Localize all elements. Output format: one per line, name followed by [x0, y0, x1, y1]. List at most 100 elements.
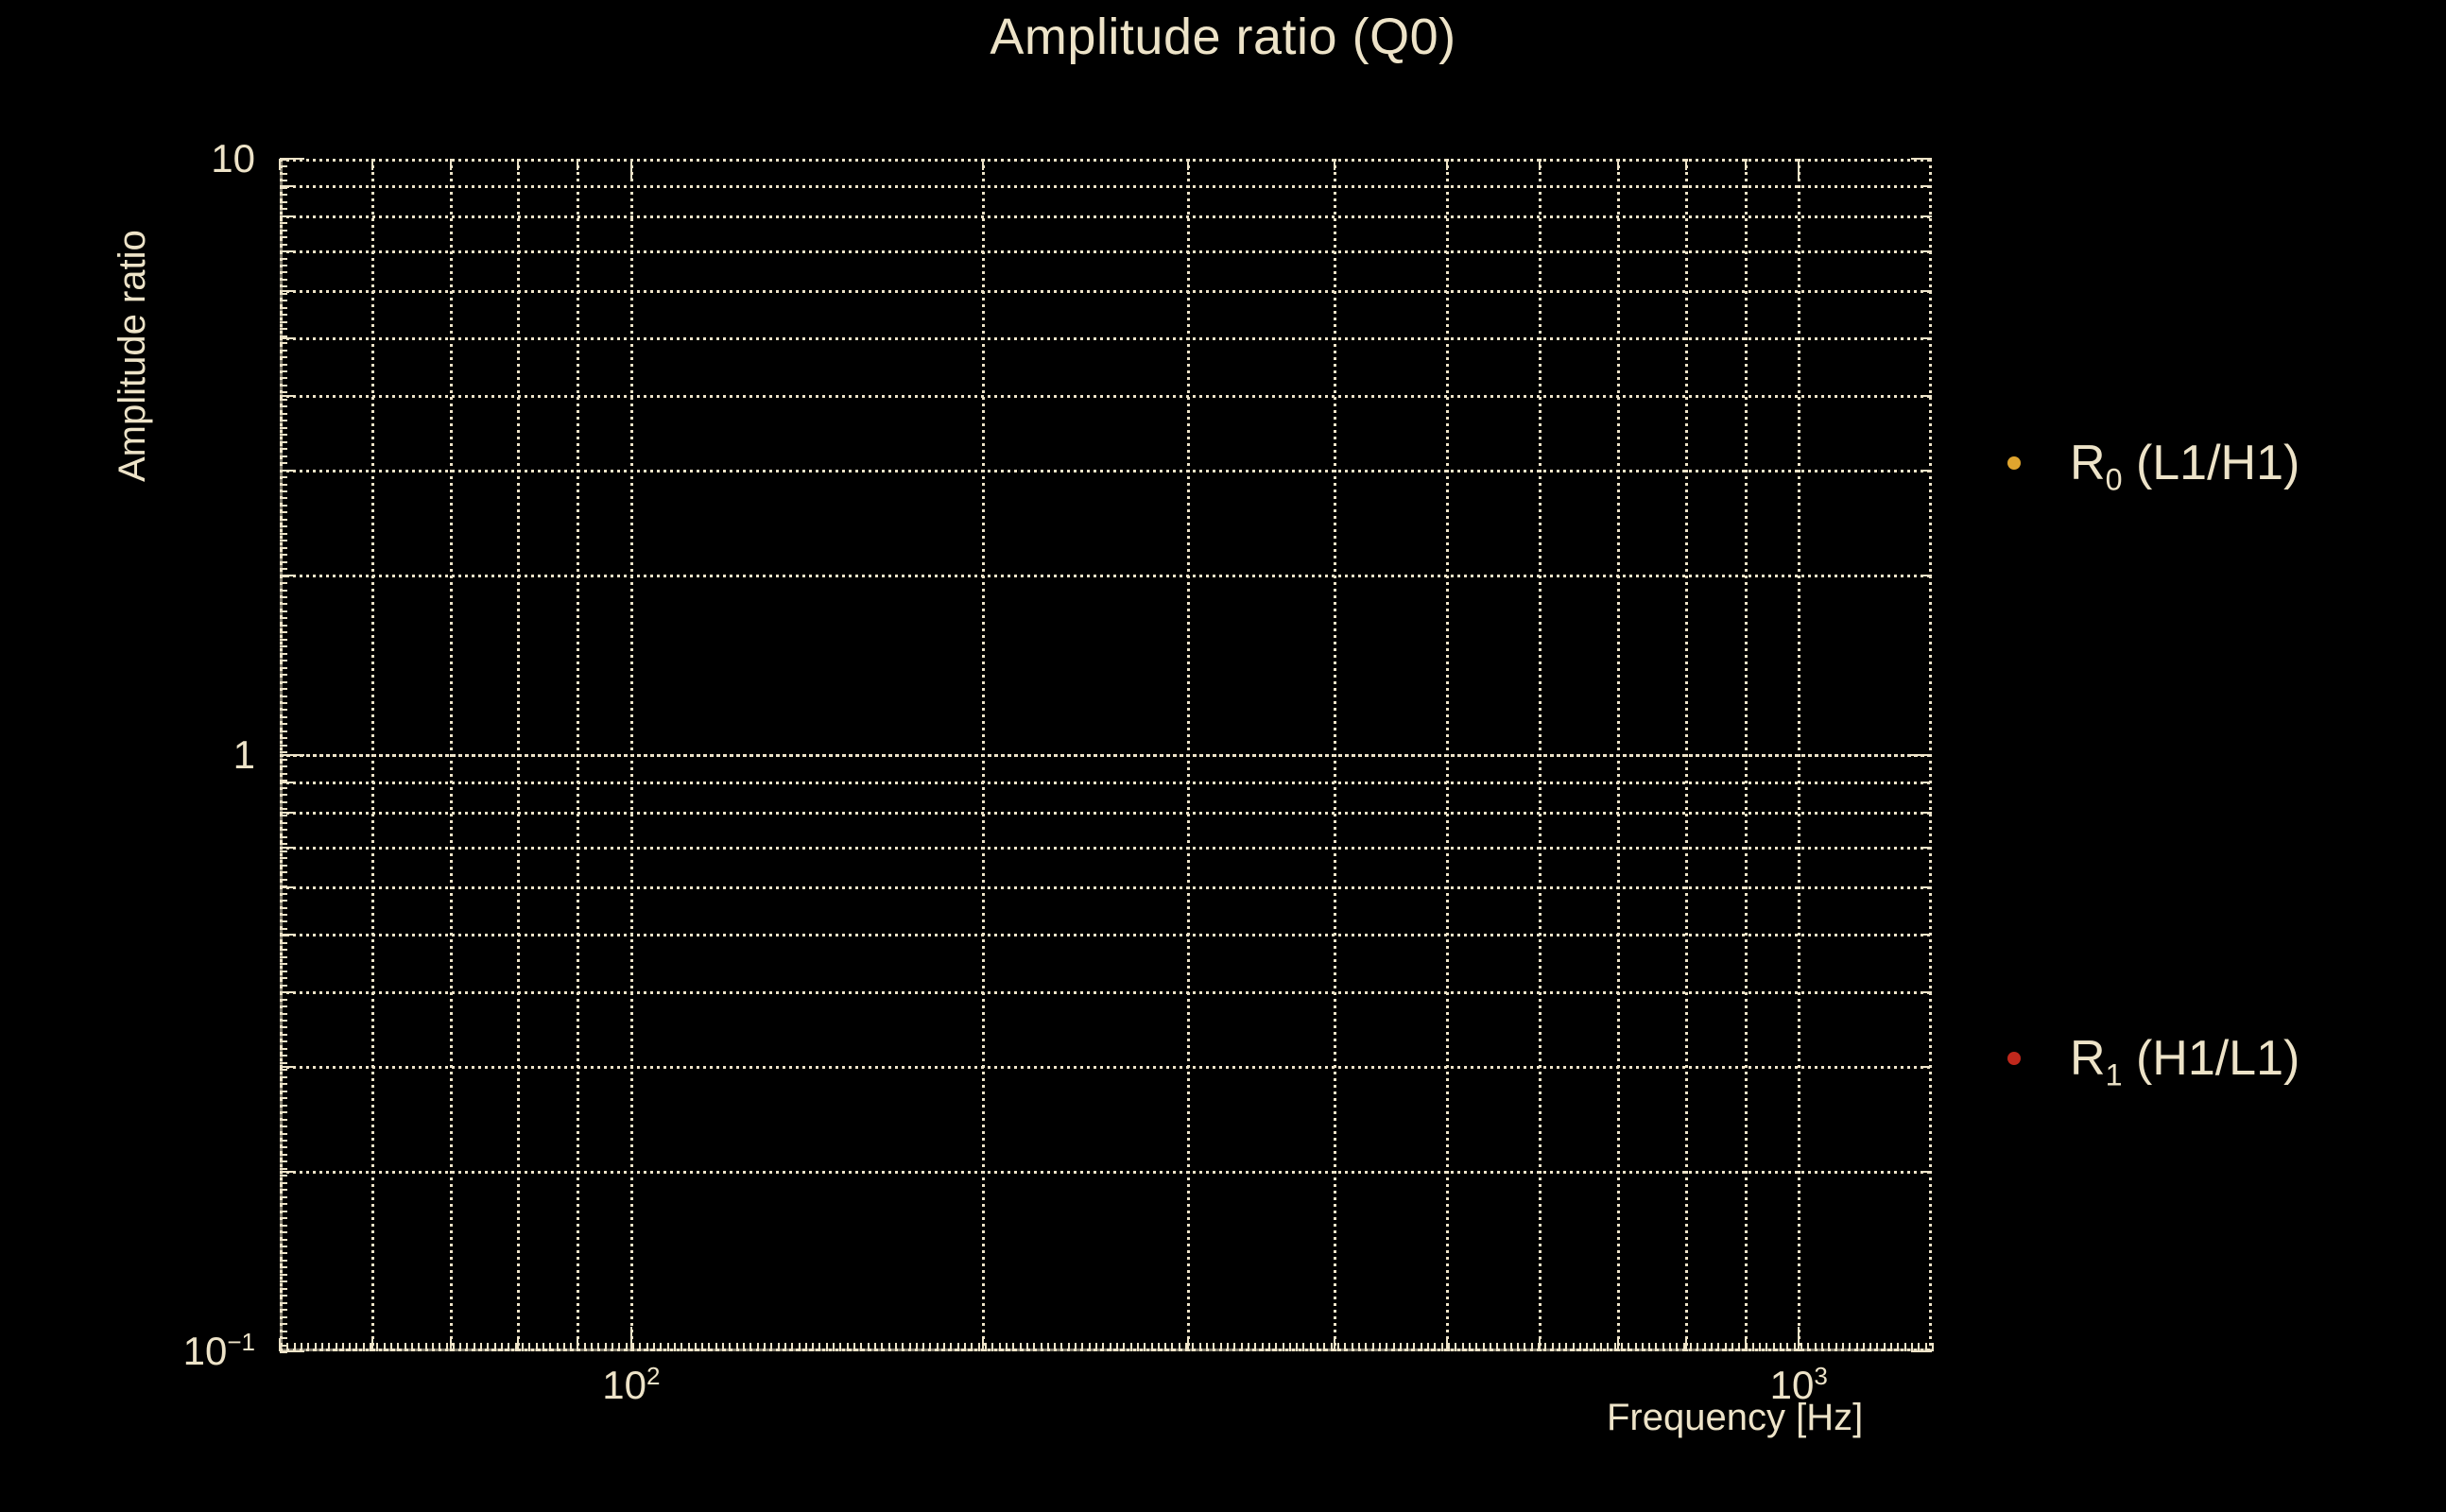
y-subtick: [280, 1167, 287, 1170]
x-subtick: [660, 1343, 663, 1351]
y-subtick: [280, 1238, 287, 1241]
x-tick: [517, 1338, 520, 1351]
y-subtick: [280, 927, 287, 930]
y-subtick: [280, 306, 287, 309]
x-subtick: [1261, 1343, 1264, 1351]
x-subtick: [687, 1343, 690, 1351]
y-subtick: [280, 363, 287, 366]
gridline-horizontal: [280, 215, 1932, 219]
x-subtick: [1482, 1343, 1485, 1351]
y-tick: [280, 336, 293, 339]
x-tick-top: [577, 159, 579, 170]
y-subtick: [280, 1224, 287, 1227]
x-subtick: [1150, 1343, 1153, 1351]
x-tick-top: [1539, 159, 1542, 170]
x-subtick: [1399, 1343, 1402, 1351]
x-subtick: [1814, 1343, 1817, 1351]
y-subtick: [280, 666, 287, 669]
x-subtick: [673, 1343, 676, 1351]
x-subtick: [1475, 1343, 1478, 1351]
y-subtick: [280, 1111, 287, 1114]
x-subtick: [459, 1343, 462, 1351]
x-subtick: [1724, 1343, 1727, 1351]
x-subtick: [1025, 1343, 1028, 1351]
x-subtick: [1766, 1343, 1768, 1351]
y-subtick: [280, 532, 287, 535]
y-tick: [280, 781, 293, 783]
y-subtick: [280, 476, 287, 479]
y-subtick: [280, 955, 287, 958]
y-tick-right: [1921, 933, 1932, 936]
y-subtick: [280, 554, 287, 557]
y-subtick: [280, 1047, 287, 1050]
x-tick: [1539, 1338, 1542, 1351]
x-subtick: [1738, 1343, 1741, 1351]
gridline-horizontal: [280, 812, 1932, 816]
y-subtick: [280, 278, 287, 281]
y-subtick: [280, 1309, 287, 1312]
y-subtick: [280, 1139, 287, 1142]
x-tick-top: [1798, 159, 1800, 180]
x-subtick: [1780, 1343, 1783, 1351]
x-subtick: [1772, 1343, 1775, 1351]
y-subtick: [280, 384, 287, 387]
x-subtick: [293, 1343, 296, 1351]
x-subtick: [1807, 1343, 1810, 1351]
x-subtick: [1530, 1343, 1533, 1351]
y-subtick: [280, 1295, 287, 1297]
x-subtick: [1544, 1343, 1547, 1351]
x-subtick: [1862, 1343, 1865, 1351]
x-subtick: [1869, 1343, 1872, 1351]
gridline-vertical: [1446, 159, 1450, 1351]
x-subtick: [1890, 1343, 1893, 1351]
x-subtick: [577, 1343, 579, 1351]
x-subtick: [1254, 1343, 1257, 1351]
x-subtick: [341, 1343, 344, 1351]
y-tick-label: 10−1: [182, 1328, 255, 1373]
x-subtick: [1572, 1343, 1575, 1351]
x-subtick: [307, 1343, 310, 1351]
legend-entry-0[interactable]: R0 (L1/H1): [2007, 435, 2300, 497]
x-subtick: [612, 1343, 614, 1351]
x-subtick: [1323, 1343, 1326, 1351]
y-subtick: [280, 1097, 287, 1100]
y-subtick: [280, 469, 287, 472]
x-subtick: [860, 1343, 863, 1351]
x-subtick: [1628, 1343, 1630, 1351]
y-subtick: [280, 356, 287, 359]
x-subtick: [1593, 1343, 1595, 1351]
y-subtick: [280, 977, 287, 980]
y-subtick: [280, 794, 287, 797]
x-subtick: [1690, 1343, 1693, 1351]
y-subtick: [280, 391, 287, 394]
x-tick: [449, 1338, 452, 1351]
x-subtick: [804, 1343, 807, 1351]
x-subtick: [445, 1343, 448, 1351]
y-subtick: [280, 349, 287, 352]
x-subtick: [1800, 1343, 1803, 1351]
x-subtick: [376, 1343, 379, 1351]
x-tick-top: [629, 159, 632, 180]
x-subtick: [1317, 1343, 1319, 1351]
x-subtick: [1607, 1343, 1610, 1351]
y-subtick: [280, 420, 287, 422]
x-subtick: [1365, 1343, 1368, 1351]
y-subtick: [280, 900, 287, 902]
gridline-horizontal: [280, 933, 1932, 936]
x-subtick: [791, 1343, 794, 1351]
y-subtick: [280, 222, 287, 225]
x-subtick: [493, 1343, 496, 1351]
legend-entry-1[interactable]: R1 (H1/L1): [2007, 1030, 2300, 1092]
y-tick-right: [1921, 1171, 1932, 1174]
y-tick-right: [1911, 1350, 1932, 1352]
x-subtick: [1434, 1343, 1437, 1351]
y-subtick: [280, 1181, 287, 1184]
y-subtick: [280, 1301, 287, 1304]
y-subtick: [280, 398, 287, 401]
y-subtick: [280, 808, 287, 810]
y-tick-right: [1921, 249, 1932, 252]
legend-label-r1: R1 (H1/L1): [2070, 1031, 2300, 1092]
legend-label-r0: R0 (L1/H1): [2070, 436, 2300, 497]
y-subtick: [280, 935, 287, 937]
x-subtick: [1461, 1343, 1464, 1351]
